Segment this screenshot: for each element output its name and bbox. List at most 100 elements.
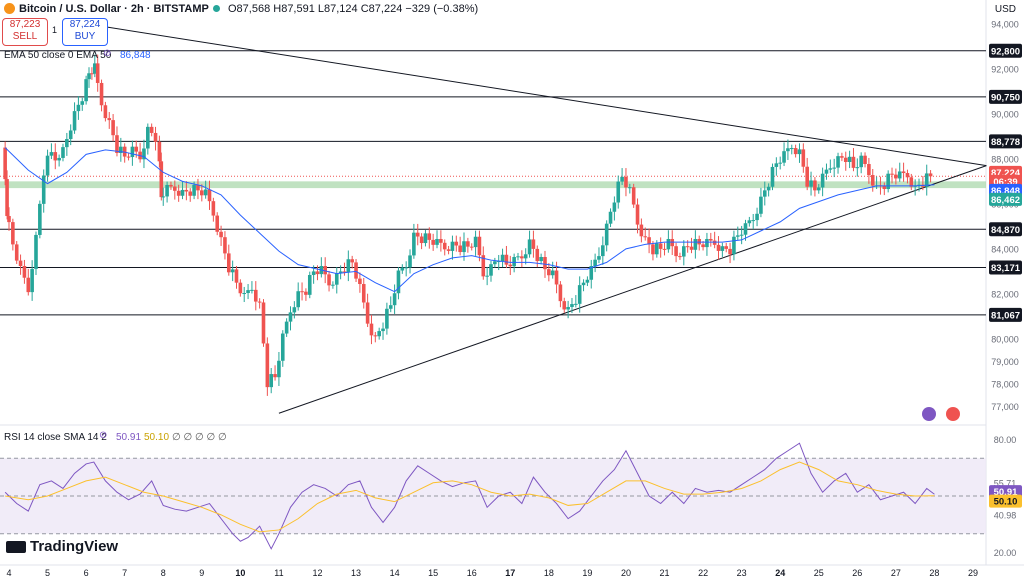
candle-body <box>65 139 69 148</box>
candle-body <box>616 181 621 203</box>
candle-body <box>338 271 343 274</box>
candle-body <box>184 189 189 192</box>
candle-body <box>562 301 567 310</box>
candle-body <box>820 173 825 188</box>
flag-icon[interactable] <box>946 407 960 421</box>
price-tag-label-last: 87,224 <box>991 168 1021 179</box>
buy-button[interactable]: 87,224 BUY <box>62 18 108 46</box>
candle-body <box>797 149 802 155</box>
candle-body <box>284 321 289 334</box>
candle-body <box>196 184 200 191</box>
candle-body <box>739 234 744 236</box>
rsi-settings-icon[interactable]: ⊘ <box>99 430 108 441</box>
candle-body <box>504 254 509 265</box>
candle-body <box>427 233 432 240</box>
candle-body <box>523 254 528 259</box>
candle-body <box>489 264 493 276</box>
candle-body <box>115 135 119 153</box>
candle-body <box>230 269 235 273</box>
candle-body <box>49 152 54 156</box>
candle-body <box>824 169 829 174</box>
lightning-icon[interactable] <box>922 407 936 421</box>
ohlc-readout: O87,568 H87,591 L87,124 C87,224 −329 (−0… <box>228 3 479 15</box>
candle-body <box>385 308 389 329</box>
candle-body <box>466 241 470 247</box>
x-tick-label: 7 <box>122 568 127 578</box>
x-tick-label: 6 <box>84 568 89 578</box>
candle-body <box>809 180 813 187</box>
candle-body <box>234 269 239 283</box>
candle-body <box>759 196 763 214</box>
candle-body <box>816 187 821 191</box>
ema-settings-icon[interactable]: ⊘ <box>103 48 112 59</box>
x-tick-label: 26 <box>852 568 862 578</box>
candle-body <box>400 267 405 271</box>
rsi-sma-line <box>5 461 935 533</box>
candle-body <box>601 245 605 257</box>
candle-body <box>90 73 94 75</box>
candle-body <box>639 224 644 237</box>
candle-body <box>238 282 243 294</box>
candle-body <box>770 166 775 187</box>
candle-body <box>207 189 212 202</box>
candle-body <box>76 104 81 112</box>
support-zone <box>0 181 986 189</box>
candle-body <box>203 189 208 196</box>
tv-logo-icon <box>6 540 26 553</box>
candle-body <box>685 246 690 248</box>
candle-body <box>450 241 455 251</box>
candle-body <box>11 222 15 245</box>
candle-body <box>689 246 694 250</box>
candle-body <box>288 312 293 322</box>
candle-body <box>543 257 547 270</box>
candle-body <box>897 171 902 179</box>
candle-body <box>789 148 794 150</box>
sell-button[interactable]: 87,223 SELL <box>2 18 48 46</box>
candle-body <box>111 120 115 136</box>
candle-body <box>751 220 756 222</box>
market-open-icon <box>213 3 220 15</box>
candle-body <box>624 176 628 188</box>
x-tick-label: 17 <box>505 568 515 578</box>
rsi-legend-label[interactable]: RSI 14 close SMA 14 2 <box>4 432 107 443</box>
x-tick-label: 8 <box>161 568 166 578</box>
candle-body <box>14 244 19 261</box>
candle-body <box>554 270 559 285</box>
rsi-sma-value-tag-label: 50.10 <box>994 497 1018 508</box>
level-tag <box>989 43 1022 58</box>
candle-body <box>851 156 856 168</box>
candle-body <box>531 239 536 249</box>
candle-body <box>365 302 370 324</box>
x-tick-label: 23 <box>737 568 747 578</box>
candle-body <box>269 374 274 388</box>
candle-body <box>404 267 408 269</box>
candle-body <box>520 256 524 259</box>
candle-body <box>257 301 262 303</box>
symbol-title[interactable]: Bitcoin / U.S. Dollar · 2h · BITSTAMP <box>19 3 209 15</box>
ema-legend-label[interactable]: EMA 50 close 0 EMA 50 <box>4 50 112 61</box>
buy-price: 87,224 <box>69 19 101 30</box>
ema-legend-value: 86,848 <box>120 50 151 61</box>
candle-body <box>146 126 150 149</box>
candle-body <box>527 239 532 255</box>
y-tick-label: 90,000 <box>991 109 1019 119</box>
brand-text: TradingView <box>30 538 119 555</box>
candle-body <box>423 233 428 244</box>
currency-label[interactable]: USD <box>994 4 1016 15</box>
level-label: 83,171 <box>991 263 1021 274</box>
level-tag <box>989 307 1022 322</box>
rsi-legend-value: 50.91 <box>116 432 142 443</box>
x-tick-label: 4 <box>6 568 11 578</box>
price-tag-label-countdown: 06:39 <box>993 177 1017 188</box>
candle-body <box>473 236 478 248</box>
y-tick-label: 78,000 <box>991 379 1019 389</box>
y-tick-label: 88,000 <box>991 154 1019 164</box>
candle-body <box>396 270 401 294</box>
candle-body <box>778 162 782 164</box>
candle-body <box>200 190 204 196</box>
candle-body <box>103 105 108 119</box>
candle-body <box>847 156 852 162</box>
candle-body <box>658 243 663 249</box>
candle-body <box>92 63 97 74</box>
